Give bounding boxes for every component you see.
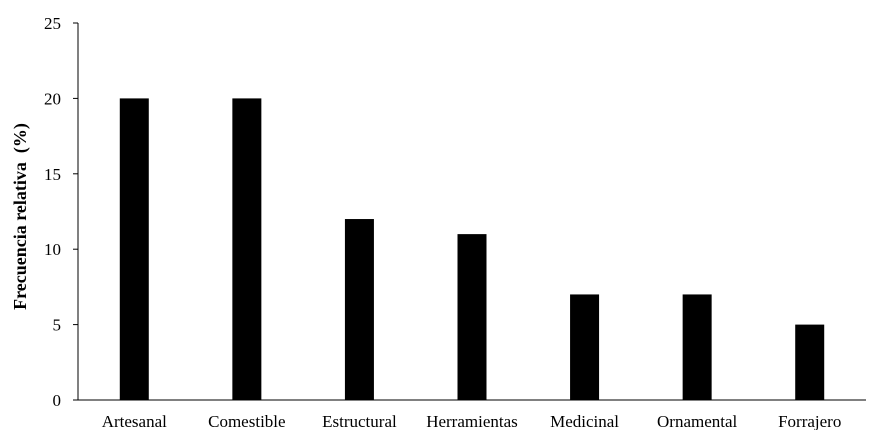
y-tick-label: 10 bbox=[44, 240, 61, 259]
bar-forrajero bbox=[795, 324, 825, 400]
bars bbox=[119, 98, 825, 401]
x-tick-label: Artesanal bbox=[102, 412, 167, 430]
bar-estructural bbox=[344, 219, 374, 400]
x-tick-label: Medicinal bbox=[550, 412, 619, 430]
x-axis-labels: Artesanal Comestible Estructural Herramient… bbox=[102, 412, 842, 430]
x-tick-label: Comestible bbox=[208, 412, 285, 430]
x-tick-label: Forrajero bbox=[778, 412, 841, 430]
bar-medicinal bbox=[570, 294, 600, 400]
x-tick-label: Estructural bbox=[322, 412, 397, 430]
x-tick-label: Ornamental bbox=[657, 412, 738, 430]
y-tick-label: 15 bbox=[44, 165, 61, 184]
y-tick-label: 5 bbox=[53, 316, 62, 335]
x-tick-label: Herramientas bbox=[426, 412, 518, 430]
bar-comestible bbox=[232, 98, 262, 401]
y-tick-label: 25 bbox=[44, 14, 61, 33]
y-axis-title: Frecuencia relativa (%) bbox=[10, 123, 31, 310]
y-tick-label: 0 bbox=[53, 391, 62, 410]
bar-herramientas bbox=[457, 234, 487, 400]
y-tick-label: 20 bbox=[44, 89, 61, 108]
y-axis-ticks: 0 5 10 15 20 25 bbox=[44, 14, 78, 410]
bar-ornamental bbox=[682, 294, 712, 400]
bar-artesanal bbox=[119, 98, 149, 401]
